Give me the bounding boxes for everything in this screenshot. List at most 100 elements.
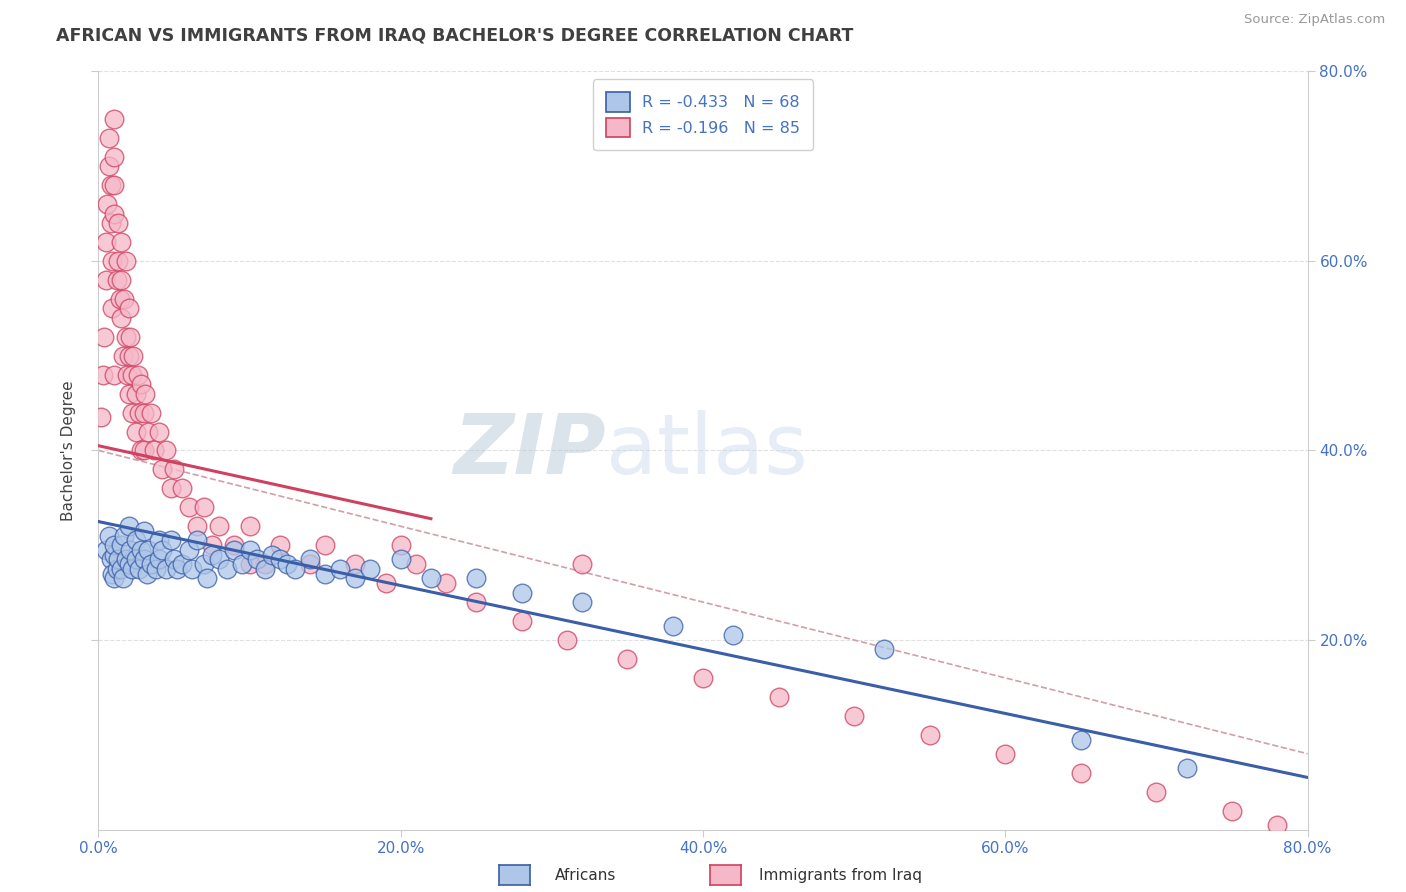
- Point: [120, 330, 142, 344]
- Point: [98, 159, 121, 173]
- Point: [121, 368, 143, 382]
- Point: [314, 566, 336, 581]
- Point: [118, 519, 141, 533]
- Point: [96, 197, 118, 211]
- Point: [181, 562, 204, 576]
- Text: Immigrants from Iraq: Immigrants from Iraq: [759, 869, 922, 883]
- Point: [692, 671, 714, 685]
- Point: [1220, 804, 1243, 818]
- Text: Africans: Africans: [555, 869, 617, 883]
- Point: [90, 410, 112, 425]
- Point: [510, 585, 533, 599]
- Point: [103, 178, 125, 193]
- Point: [465, 571, 488, 585]
- Point: [160, 482, 183, 496]
- Point: [148, 533, 170, 548]
- Point: [1175, 761, 1198, 775]
- Point: [98, 130, 121, 145]
- Text: atlas: atlas: [606, 410, 808, 491]
- Point: [723, 628, 745, 642]
- Legend: R = -0.433   N = 68, R = -0.196   N = 85: R = -0.433 N = 68, R = -0.196 N = 85: [593, 79, 813, 150]
- Point: [110, 273, 132, 287]
- Point: [121, 562, 143, 576]
- Point: [253, 562, 276, 576]
- Point: [329, 562, 352, 576]
- Point: [155, 443, 177, 458]
- Point: [1070, 765, 1092, 780]
- Point: [118, 386, 141, 401]
- Point: [132, 524, 155, 538]
- Point: [101, 254, 124, 268]
- Point: [193, 500, 215, 515]
- Point: [132, 443, 155, 458]
- Point: [141, 557, 163, 572]
- Point: [1070, 732, 1092, 747]
- Point: [148, 425, 170, 439]
- Point: [132, 552, 155, 566]
- Point: [224, 538, 246, 552]
- Point: [224, 543, 246, 558]
- Text: Source: ZipAtlas.com: Source: ZipAtlas.com: [1244, 13, 1385, 27]
- Point: [170, 557, 193, 572]
- Point: [768, 690, 790, 704]
- Point: [110, 562, 132, 576]
- Point: [107, 552, 129, 566]
- Point: [166, 562, 188, 576]
- Point: [299, 557, 322, 572]
- Point: [114, 330, 136, 344]
- Point: [94, 235, 117, 249]
- Point: [148, 552, 170, 566]
- Point: [103, 112, 125, 126]
- Point: [918, 728, 941, 742]
- Point: [215, 562, 238, 576]
- Point: [616, 652, 638, 666]
- Point: [125, 533, 148, 548]
- Point: [239, 519, 262, 533]
- Point: [193, 557, 215, 572]
- Point: [155, 562, 177, 576]
- Point: [125, 425, 148, 439]
- Point: [127, 368, 149, 382]
- Point: [360, 562, 382, 576]
- Point: [103, 538, 125, 552]
- Point: [132, 406, 155, 420]
- Point: [141, 406, 163, 420]
- Point: [179, 500, 201, 515]
- Point: [129, 543, 152, 558]
- Point: [129, 377, 152, 392]
- Point: [101, 301, 124, 316]
- Point: [201, 538, 224, 552]
- Point: [94, 543, 117, 558]
- Point: [150, 543, 173, 558]
- Point: [103, 368, 125, 382]
- Text: ZIP: ZIP: [454, 410, 606, 491]
- Point: [135, 566, 157, 581]
- Point: [253, 557, 276, 572]
- Text: AFRICAN VS IMMIGRANTS FROM IRAQ BACHELOR'S DEGREE CORRELATION CHART: AFRICAN VS IMMIGRANTS FROM IRAQ BACHELOR…: [56, 27, 853, 45]
- Point: [110, 538, 132, 552]
- Point: [111, 571, 134, 585]
- Point: [186, 519, 208, 533]
- Point: [128, 406, 150, 420]
- Point: [465, 595, 488, 609]
- Point: [103, 206, 125, 220]
- Point: [129, 443, 152, 458]
- Point: [160, 533, 183, 548]
- Point: [112, 529, 135, 543]
- Point: [434, 576, 457, 591]
- Point: [125, 386, 148, 401]
- Point: [108, 292, 131, 306]
- Point: [186, 533, 208, 548]
- Point: [114, 552, 136, 566]
- Point: [1267, 818, 1289, 832]
- Point: [98, 529, 121, 543]
- Point: [299, 552, 322, 566]
- Point: [100, 552, 122, 566]
- Point: [145, 562, 167, 576]
- Point: [1144, 785, 1167, 799]
- Point: [246, 552, 269, 566]
- Point: [239, 557, 262, 572]
- Point: [103, 150, 125, 164]
- Point: [873, 642, 896, 657]
- Point: [105, 273, 128, 287]
